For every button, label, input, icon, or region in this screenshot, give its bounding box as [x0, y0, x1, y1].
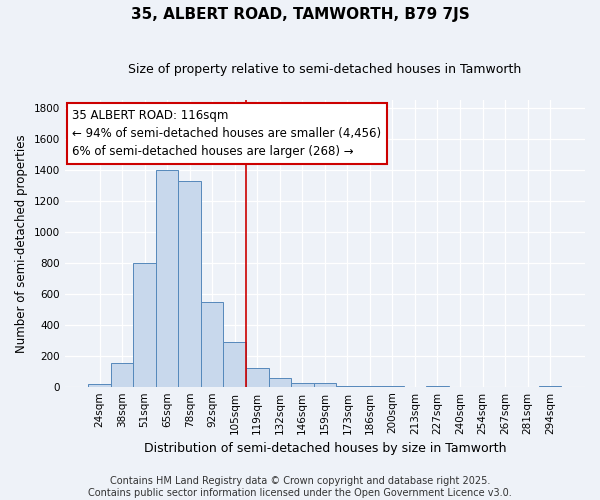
- Text: Contains HM Land Registry data © Crown copyright and database right 2025.
Contai: Contains HM Land Registry data © Crown c…: [88, 476, 512, 498]
- Bar: [269, 378, 291, 386]
- Bar: [133, 263, 156, 386]
- Bar: [178, 181, 201, 386]
- Y-axis label: Number of semi-detached properties: Number of semi-detached properties: [15, 134, 28, 353]
- X-axis label: Distribution of semi-detached houses by size in Tamworth: Distribution of semi-detached houses by …: [143, 442, 506, 455]
- Bar: [201, 302, 223, 386]
- Bar: [111, 364, 133, 386]
- Title: Size of property relative to semi-detached houses in Tamworth: Size of property relative to semi-detach…: [128, 62, 521, 76]
- Bar: [88, 384, 111, 386]
- Bar: [291, 383, 314, 386]
- Bar: [156, 170, 178, 386]
- Bar: [314, 383, 336, 386]
- Text: 35 ALBERT ROAD: 116sqm
← 94% of semi-detached houses are smaller (4,456)
6% of s: 35 ALBERT ROAD: 116sqm ← 94% of semi-det…: [73, 109, 382, 158]
- Bar: [246, 368, 269, 386]
- Text: 35, ALBERT ROAD, TAMWORTH, B79 7JS: 35, ALBERT ROAD, TAMWORTH, B79 7JS: [131, 8, 469, 22]
- Bar: [223, 342, 246, 386]
